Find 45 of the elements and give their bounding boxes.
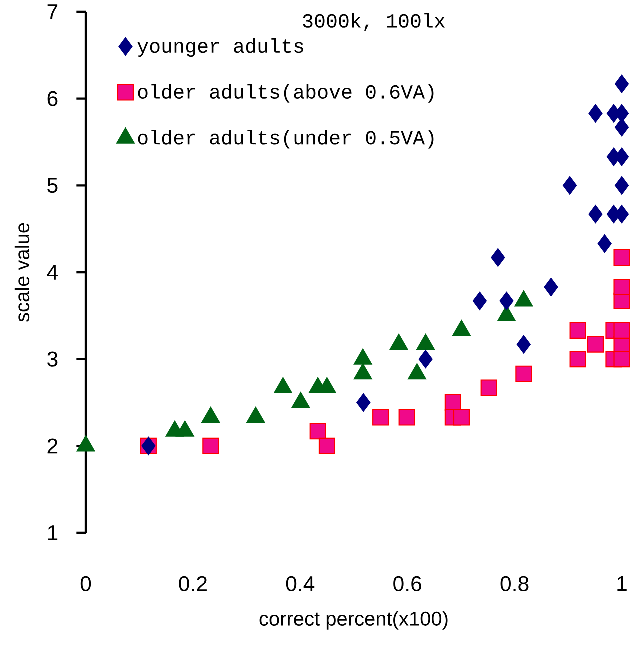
x-tick-label: 0.8 [500, 576, 529, 592]
chart-title: 3000k, 100lx [303, 13, 446, 32]
point [570, 322, 586, 339]
point [318, 438, 336, 454]
point [472, 292, 487, 310]
point [562, 176, 578, 195]
point [544, 278, 558, 296]
x-tick-label: 1 [618, 576, 627, 592]
y-tick-label: 4 [47, 265, 58, 280]
y-tick-label: 6 [48, 91, 58, 106]
point [310, 423, 326, 440]
point [356, 394, 371, 412]
legend-label: older adults(under 0.5VA) [138, 130, 434, 149]
point [500, 292, 514, 310]
legend-label: older adults(above 0.6VA) [138, 84, 434, 103]
point [202, 438, 220, 454]
x-tick-label: 0.4 [286, 576, 315, 592]
point [453, 409, 470, 426]
point [372, 409, 390, 426]
y-tick-label: 2 [48, 438, 58, 454]
x-tick-label: 0 [80, 576, 92, 592]
point [588, 205, 603, 224]
point [598, 234, 612, 254]
point [491, 248, 506, 267]
y-tick-label: 7 [48, 4, 58, 20]
point [516, 335, 531, 354]
x-axis-title: correct percent(x100) [260, 611, 448, 630]
point [614, 351, 630, 368]
point [516, 366, 532, 382]
x-tick-label: 0.6 [394, 576, 422, 592]
y-axis-title: scale value [14, 223, 30, 322]
point [614, 249, 630, 266]
y-tick-label: 3 [48, 352, 58, 367]
x-tick-label: 0.2 [179, 576, 207, 592]
point [570, 351, 586, 368]
point [614, 322, 630, 339]
y-tick-label: 1 [48, 526, 58, 540]
point [418, 350, 433, 369]
legend-label: younger adults [138, 38, 304, 58]
point [614, 278, 630, 296]
point [480, 380, 498, 396]
point [587, 336, 604, 353]
point [398, 409, 416, 426]
y-tick-label: 5 [48, 178, 58, 194]
point [588, 104, 603, 123]
